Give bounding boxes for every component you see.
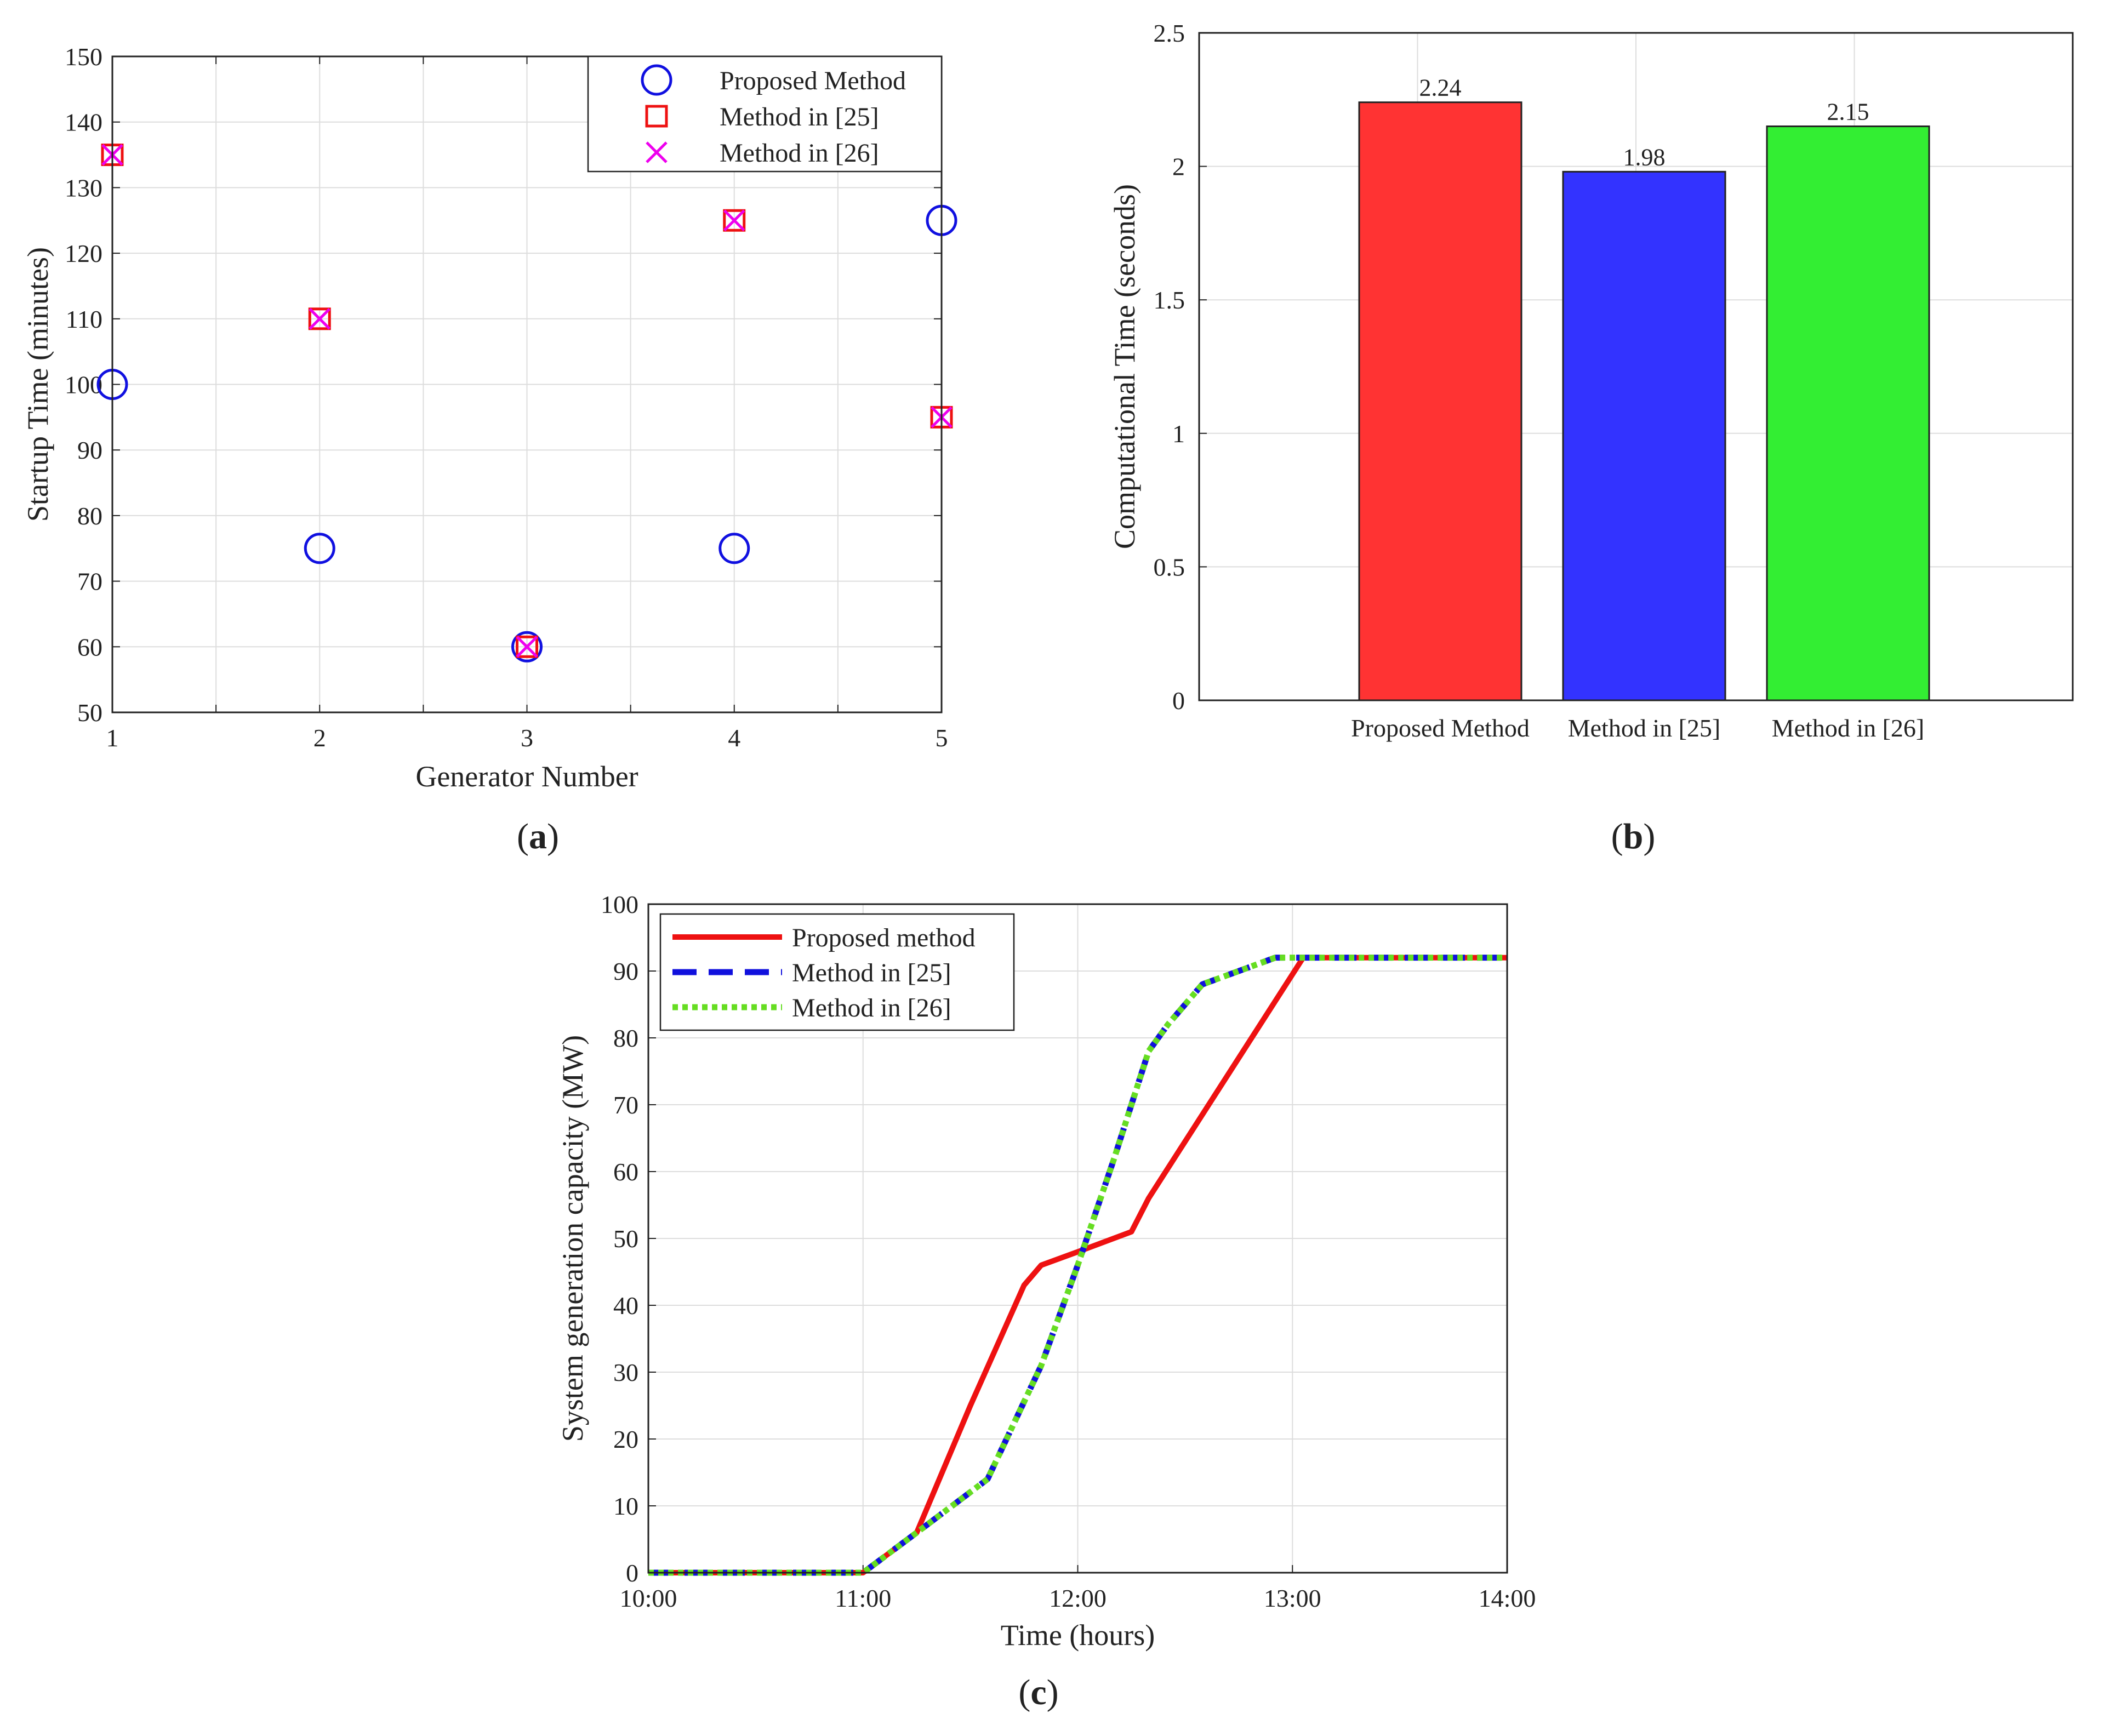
chart-b-y-axis-label: Computational Time (seconds) [1108,184,1141,549]
chart-c-y-tick-label: 70 [613,1091,638,1119]
chart-b-ticks: 0 0.5 1 1.5 2 2.5 Proposed Method Method in [25… [1154,19,1925,742]
chart-a-legend-marker-x [646,141,668,163]
chart-b-bars: 2.24 1.98 2.15 [1358,75,1930,701]
chart-c-legend-label: Proposed method [792,923,976,952]
chart-a-x-tick-label: 3 [521,724,533,752]
chart-a-point-square [723,209,746,232]
chart-a-y-axis-label: Startup Time (minutes) [21,247,54,522]
chart-a-y-tick-label: 130 [65,174,102,202]
chart-b-y-tick-label: 2.5 [1154,19,1185,47]
chart-a-legend-marker-circle [641,64,672,96]
chart-a-legend-label: Method in [25] [720,102,879,132]
chart-c-y-tick-label: 10 [613,1492,638,1520]
chart-a-point-x [309,308,331,330]
chart-a-x-tick-label: 2 [313,724,326,752]
chart-c-y-tick-label: 30 [613,1358,638,1386]
chart-a-y-tick-label: 100 [65,371,102,399]
chart-a-y-tick-label: 110 [66,305,102,333]
chart-c-series-line-dotted [648,955,1507,1576]
chart-a-x-tick-label: 1 [106,724,119,752]
chart-c-axes-frame [647,903,1508,1574]
chart-a-legend-label: Method in [26] [720,139,879,168]
chart-a-point-square [516,635,538,658]
chart-a-legend-marker-square [645,105,668,128]
chart-b-x-tick-label: Method in [25] [1568,714,1721,742]
chart-a-point-x [516,636,538,658]
chart-c-y-tick-label: 90 [613,957,638,985]
chart-a-y-tick-label: 150 [65,43,102,71]
chart-c-y-axis-label: System generation capacity (MW) [556,1035,589,1442]
chart-a-legend-label: Proposed Method [720,66,906,95]
chart-b-computational-time: 0 0.5 1 1.5 2 2.5 Proposed Method Method in [25… [1108,19,2074,856]
chart-a-y-tick-label: 60 [77,633,102,661]
chart-a-startup-time: 1 2 3 4 5 50 60 70 80 90 100 110 120 130 140 150 Genera… [21,43,957,856]
chart-c-legend-label: Method in [25] [792,958,951,987]
chart-a-point-square [308,307,331,330]
chart-a-point-circle [511,631,543,663]
chart-a-legend: Proposed Method Method in [25] Method in [… [587,55,943,173]
chart-b-y-tick-label: 0.5 [1154,553,1185,581]
chart-a-point-circle [304,533,335,564]
chart-b-bar-value-label: 2.24 [1419,75,1462,101]
chart-a-x-tick-label: 5 [936,724,948,752]
chart-a-y-tick-label: 90 [77,436,102,464]
chart-b-y-tick-label: 1.5 [1154,286,1185,314]
chart-a-ticks: 1 2 3 4 5 50 60 70 80 90 100 110 120 130 140 150 [65,43,948,752]
panel-label-b: (b) [1611,816,1656,856]
chart-a-y-tick-label: 120 [65,239,102,267]
chart-a-y-tick-label: 70 [77,568,102,596]
chart-c-generation-capacity: 10:00 11:00 12:00 13:00 14:00 0 10 20 30 40 50 60 70… [556,890,1536,1712]
chart-c-y-tick-label: 60 [613,1158,638,1186]
chart-b-y-tick-label: 0 [1172,687,1185,715]
chart-a-y-tick-label: 140 [65,108,102,136]
chart-b-bar-value-label: 1.98 [1623,144,1666,170]
chart-b-x-tick-label: Method in [26] [1772,714,1925,742]
chart-a-y-tick-label: 50 [77,699,102,727]
chart-c-legend-label: Method in [26] [792,993,951,1023]
chart-c-y-tick-label: 40 [613,1292,638,1320]
chart-a-point-x [723,209,745,232]
chart-c-legend: Proposed method Method in [25] Method in [… [659,913,1015,1031]
chart-c-x-tick-label: 10:00 [620,1584,677,1612]
chart-c-x-tick-label: 11:00 [835,1584,891,1612]
chart-c-x-tick-label: 12:00 [1049,1584,1107,1612]
chart-c-y-tick-label: 0 [626,1559,638,1587]
chart-c-y-tick-label: 80 [613,1024,638,1052]
chart-c-lines [648,955,1507,1576]
chart-b-y-tick-label: 2 [1172,153,1185,181]
chart-a-axes-frame [111,55,943,713]
chart-b-bar [1766,125,1930,701]
chart-b-axes-frame [1198,32,2074,701]
chart-c-ticks: 10:00 11:00 12:00 13:00 14:00 0 10 20 30 40 50 60 70… [601,890,1536,1612]
chart-b-y-tick-label: 1 [1172,420,1185,448]
chart-c-y-tick-label: 100 [601,890,638,918]
panel-label-a: (a) [517,816,559,856]
chart-b-bar-value-label: 2.15 [1827,99,1869,125]
chart-c-x-axis-label: Time (hours) [1001,1619,1155,1652]
chart-a-y-tick-label: 80 [77,502,102,530]
chart-b-bar [1562,170,1726,701]
chart-b-bar [1358,101,1522,701]
chart-c-x-tick-label: 13:00 [1264,1584,1321,1612]
chart-a-x-tick-label: 4 [728,724,740,752]
chart-a-point-circle [718,533,750,564]
panel-label-c: (c) [1018,1672,1058,1712]
chart-a-x-axis-label: Generator Number [415,760,638,793]
chart-c-y-tick-label: 20 [613,1425,638,1453]
chart-c-x-tick-label: 14:00 [1479,1584,1536,1612]
chart-c-y-tick-label: 50 [613,1225,638,1253]
chart-b-x-tick-label: Proposed Method [1351,714,1530,742]
